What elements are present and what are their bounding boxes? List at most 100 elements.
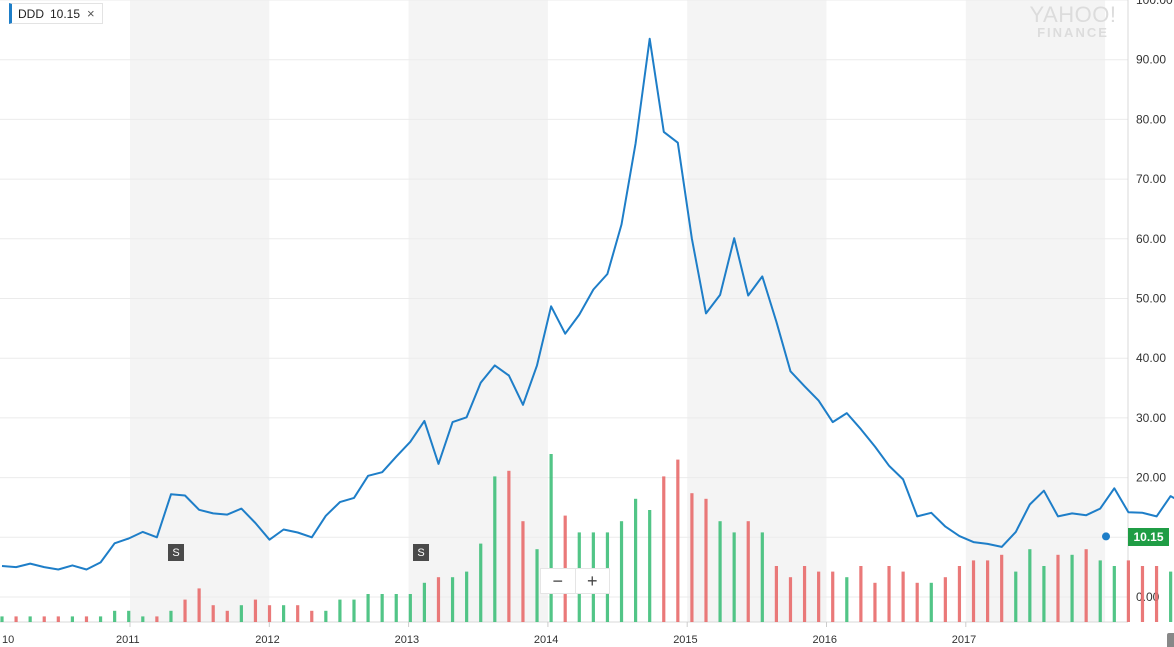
- volume-bar: [42, 616, 46, 622]
- volume-bar: [225, 610, 229, 622]
- volume-bar: [1140, 566, 1145, 622]
- volume-bar: [845, 577, 849, 622]
- volume-bar: [732, 532, 736, 622]
- watermark-line2: FINANCE: [1037, 25, 1109, 40]
- volume-bar: [324, 610, 328, 622]
- volume-bar: [873, 582, 877, 622]
- year-band: [130, 0, 270, 622]
- volume-bar: [450, 577, 455, 622]
- volume-bar: [943, 577, 947, 622]
- volume-bar: [366, 594, 370, 622]
- y-tick-label: 30.00: [1136, 411, 1166, 425]
- volume-bar: [127, 610, 131, 622]
- volume-bar: [648, 510, 652, 622]
- volume-bar: [197, 588, 201, 622]
- volume-bar: [282, 605, 286, 622]
- volume-bar: [887, 566, 891, 622]
- volume-bar: [493, 476, 497, 622]
- x-tick-label: 2016: [813, 634, 837, 646]
- zoom-in-button[interactable]: +: [574, 569, 610, 593]
- volume-bar: [14, 616, 18, 622]
- volume-bar: [957, 566, 962, 622]
- volume-bar: [929, 582, 933, 622]
- zoom-out-button[interactable]: −: [552, 570, 563, 591]
- volume-bar: [549, 454, 553, 622]
- volume-bar: [1056, 554, 1060, 622]
- volume-bar: [788, 577, 793, 622]
- price-line: [1, 37, 1174, 571]
- x-tick-label: 2017: [952, 634, 976, 646]
- volume-bar: [986, 560, 990, 622]
- zoom-control: − +: [540, 568, 610, 594]
- volume-bar: [1154, 566, 1159, 622]
- symbol-label: DDD: [18, 6, 44, 21]
- volume-bar: [676, 459, 680, 622]
- split-event-flag[interactable]: S: [413, 544, 429, 561]
- y-tick-label: 70.00: [1136, 172, 1166, 186]
- volume-bar: [113, 610, 117, 622]
- volume-bar: [296, 605, 300, 622]
- volume-bar: [155, 616, 159, 622]
- volume-bar: [98, 616, 103, 622]
- y-tick-label: 40.00: [1136, 351, 1166, 365]
- volume-bar: [28, 616, 32, 622]
- last-price-dot: [1102, 532, 1110, 541]
- y-tick-label: 20.00: [1136, 471, 1166, 485]
- symbol-legend-chip[interactable]: DDD 10.15 ×: [9, 3, 103, 24]
- volume-bar: [70, 616, 74, 622]
- volume-bar: [56, 616, 60, 622]
- volume-bar: [662, 476, 666, 622]
- y-tick-label: 80.00: [1136, 112, 1166, 126]
- x-tick-label: 2013: [395, 634, 419, 646]
- volume-bar: [1014, 571, 1018, 622]
- volume-bar: [859, 566, 863, 622]
- x-tick-label: 2012: [255, 634, 279, 646]
- split-event-flag[interactable]: S: [168, 544, 184, 561]
- volume-bar: [84, 616, 89, 622]
- volume-bar: [760, 532, 764, 622]
- volume-bar: [1000, 554, 1004, 622]
- volume-bar: [169, 610, 173, 622]
- y-tick-label: 50.00: [1136, 292, 1166, 306]
- volume-bar: [971, 560, 976, 622]
- volume-bar: [436, 577, 441, 622]
- volume-bar: [774, 566, 778, 622]
- volume-bar: [352, 599, 356, 622]
- y-tick-label: 90.00: [1136, 53, 1166, 67]
- scroll-corner-handle[interactable]: [1167, 633, 1174, 647]
- symbol-value: 10.15: [50, 6, 81, 21]
- yahoo-finance-watermark: YAHOO! FINANCE: [1028, 4, 1118, 40]
- volume-bar: [802, 566, 807, 622]
- current-price-badge: 10.15: [1128, 528, 1169, 546]
- volume-bar: [718, 521, 722, 622]
- volume-bar: [1126, 560, 1130, 622]
- volume-bar: [704, 498, 708, 622]
- y-tick-label: 60.00: [1136, 232, 1166, 246]
- volume-bar: [0, 616, 4, 622]
- volume-bar: [507, 470, 511, 622]
- volume-bar: [619, 521, 624, 622]
- volume-bar: [253, 599, 258, 622]
- year-band: [687, 0, 827, 622]
- x-tick-label: 2011: [116, 634, 140, 646]
- x-tick-label: 2015: [673, 634, 697, 646]
- volume-bar: [338, 599, 342, 622]
- close-icon[interactable]: ×: [87, 6, 95, 21]
- volume-bar: [183, 599, 187, 622]
- volume-bar: [915, 582, 919, 622]
- volume-bar: [634, 498, 638, 622]
- volume-bar: [141, 616, 145, 622]
- volume-bar: [1112, 566, 1116, 622]
- volume-bar: [211, 605, 215, 622]
- y-tick-label: 100.00: [1136, 0, 1173, 7]
- volume-bar: [831, 571, 835, 622]
- volume-bar: [479, 543, 483, 622]
- volume-bar: [1042, 566, 1046, 622]
- volume-bar: [239, 605, 243, 622]
- volume-bar: [901, 571, 905, 622]
- volume-bar: [267, 605, 272, 622]
- volume-bar: [310, 610, 314, 622]
- volume-bar: [408, 594, 412, 622]
- volume-bar: [380, 594, 384, 622]
